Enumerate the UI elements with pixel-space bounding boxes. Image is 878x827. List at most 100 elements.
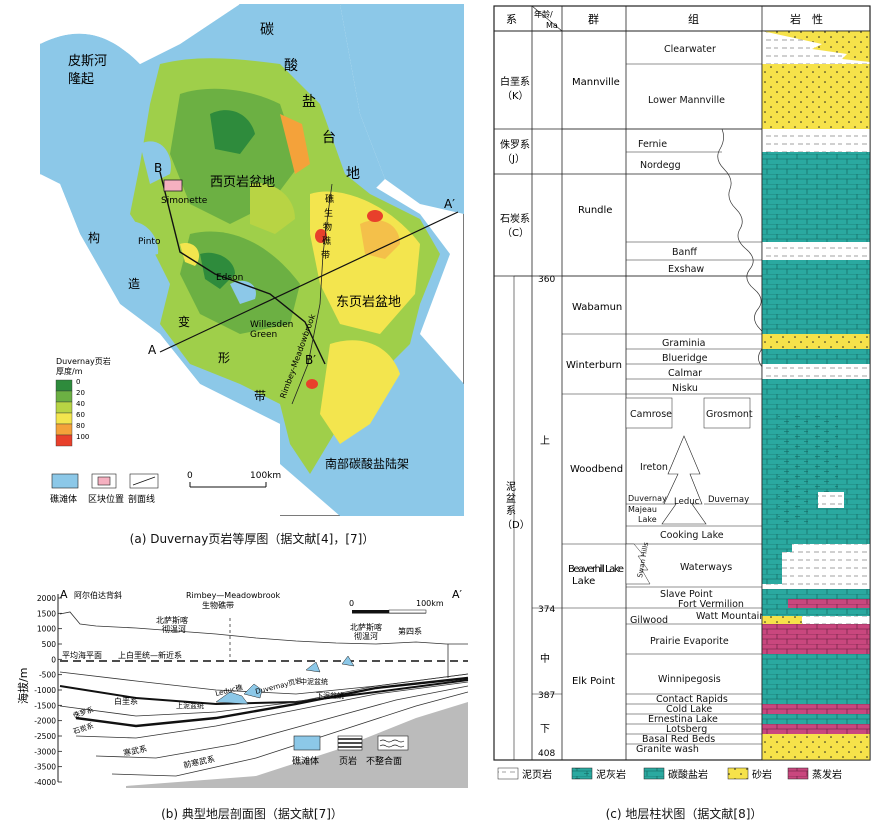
age-408: 408 xyxy=(538,749,555,759)
belt-char: 形 xyxy=(218,351,230,365)
belt-char: 构 xyxy=(88,230,100,245)
shale-key-label: 页岩 xyxy=(339,755,357,767)
header-group: 群 xyxy=(588,12,599,26)
group-mannville: Mannville xyxy=(572,77,620,88)
legend-swatch xyxy=(55,412,73,425)
age-387: 387 xyxy=(538,691,555,701)
belt-char: 造 xyxy=(128,277,140,291)
litho-rundle xyxy=(762,152,870,242)
system-d-char: 盆 xyxy=(506,492,516,505)
group-rundle: Rundle xyxy=(578,205,612,216)
legend-swatch xyxy=(55,401,73,414)
middle-dev-label: 中泥盆统 xyxy=(300,677,328,686)
legend-swatch xyxy=(55,379,73,392)
litho-mannville xyxy=(762,64,870,129)
topography xyxy=(59,611,468,645)
header-formation: 组 xyxy=(688,12,699,26)
y-tick-label: 500 xyxy=(42,640,57,649)
unconformity-swatch xyxy=(377,735,409,751)
legend-marl: 泥灰岩 xyxy=(596,768,626,781)
legend-carbonate-swatch xyxy=(643,767,665,780)
caption-a: (a) Duvernay页岩等厚图（据文献[4]，[7]） xyxy=(129,532,375,546)
fm-leduc: Leduc xyxy=(674,497,700,507)
carboniferous-label: 石炭系 xyxy=(72,721,95,736)
reef-body xyxy=(305,661,321,673)
legend-marl-swatch xyxy=(571,767,593,780)
nsr-east-label: 北萨斯喀 xyxy=(350,622,382,632)
reef-key-swatch xyxy=(51,473,79,489)
legend-tick: 20 xyxy=(76,389,85,397)
group-winterburn: Winterburn xyxy=(566,360,622,371)
fm-majeau-lake: Lake xyxy=(638,515,657,524)
group-woodbend: Woodbend xyxy=(570,464,623,475)
upper-devonian-label: 上泥盆统 xyxy=(176,701,204,710)
fm-watt-mountain: Watt Mountain xyxy=(696,611,765,622)
y-tick-label: 0 xyxy=(51,655,56,664)
legend-mudstone-swatch xyxy=(497,767,519,780)
line-key-swatch xyxy=(132,476,156,486)
shale-band xyxy=(59,679,469,706)
y-tick-label: 1500 xyxy=(37,609,56,618)
block-key-label: 区块位置 xyxy=(88,493,124,505)
fm-duvernay-west: Duvernay xyxy=(628,494,667,503)
y-tick-label: -4000 xyxy=(34,778,56,787)
y-tick-label: -2000 xyxy=(34,717,56,726)
lower-devonian-label: 下泥盆统 xyxy=(316,691,344,700)
edson-label: Edson xyxy=(216,273,243,283)
reef-belt-label: 生物礁带 xyxy=(202,600,234,610)
legend-tick: 80 xyxy=(76,422,85,430)
fm-fort-vermilion: Fort Vermilion xyxy=(678,599,744,610)
pinto-label: Pinto xyxy=(138,237,161,247)
system-c: 石炭系 xyxy=(500,213,530,225)
fm-clearwater: Clearwater xyxy=(664,44,716,55)
legend-sandstone: 砂岩 xyxy=(752,768,772,781)
section-b-prime-label: B′ xyxy=(305,353,316,367)
header-lithology: 岩 性 xyxy=(790,12,823,26)
y-tick-label: -1000 xyxy=(34,686,56,695)
rimbey-label: Rimbey—Meadowbrook xyxy=(186,591,281,600)
leduc-reef-shape xyxy=(661,435,707,525)
scale-zero: 0 xyxy=(187,471,193,481)
fm-winnipegosis: Winnipegosis xyxy=(658,674,721,685)
section-a-prime-label: A′ xyxy=(444,197,455,211)
legend-evaporite-swatch xyxy=(787,767,809,780)
scale-label: 100km xyxy=(250,471,281,481)
fm-contact-rapids: Contact Rapids xyxy=(656,694,728,705)
fm-ernestina-lake: Ernestina Lake xyxy=(648,714,718,725)
fm-gilwood: Gilwood xyxy=(630,615,668,626)
age-360: 360 xyxy=(538,275,555,285)
litho-prairie xyxy=(762,624,870,654)
reef-body xyxy=(341,655,355,667)
fm-camrose: Camrose xyxy=(630,409,672,420)
y-tick-label: 1000 xyxy=(37,625,56,634)
fm-nordegg: Nordegg xyxy=(640,160,681,171)
thickness-legend: 0 20 40 60 80 100 xyxy=(55,378,89,447)
cross-section: 2000 1500 1000 500 0 -500 -1000 -1500 -2000 -2500… xyxy=(16,588,469,788)
litho-winnipegosis xyxy=(762,654,870,694)
nsr-west-label: 北萨斯喀 xyxy=(156,615,188,625)
precambrian-label: 前寒武系 xyxy=(182,754,215,770)
reef-key-label: 礁滩体 xyxy=(292,755,319,767)
group-wabamun: Wabamun xyxy=(572,302,622,313)
legend-mudstone: 泥页岩 xyxy=(522,768,552,781)
group-beaverhill: Beaverhill Lake xyxy=(568,564,624,575)
belt-char: 带 xyxy=(254,389,266,403)
header-age-1: 年龄/ xyxy=(534,9,553,19)
series-upper: 上 xyxy=(540,435,550,447)
platform-strip xyxy=(280,4,385,194)
end-a: A xyxy=(60,588,68,601)
section-line-aa xyxy=(159,211,459,353)
y-tick-label: -3000 xyxy=(34,747,56,756)
section-line-bb xyxy=(159,171,326,365)
reef-char: 礁 xyxy=(322,235,331,247)
legend-evaporite: 蒸发岩 xyxy=(812,768,842,781)
fm-nisku: Nisku xyxy=(672,383,698,394)
group-elkpoint: Elk Point xyxy=(572,676,615,687)
fm-fernie: Fernie xyxy=(638,139,667,150)
y-ticks: 2000 1500 1000 500 0 -500 -1000 -1500 -2000 -2500… xyxy=(34,594,62,787)
nsr-west-label: 彻温河 xyxy=(162,624,186,634)
y-tick-label: -1500 xyxy=(34,701,56,710)
willesden-label: Willesden xyxy=(250,320,293,330)
end-a-prime: A′ xyxy=(452,588,463,601)
belt-char: 变 xyxy=(178,314,190,329)
